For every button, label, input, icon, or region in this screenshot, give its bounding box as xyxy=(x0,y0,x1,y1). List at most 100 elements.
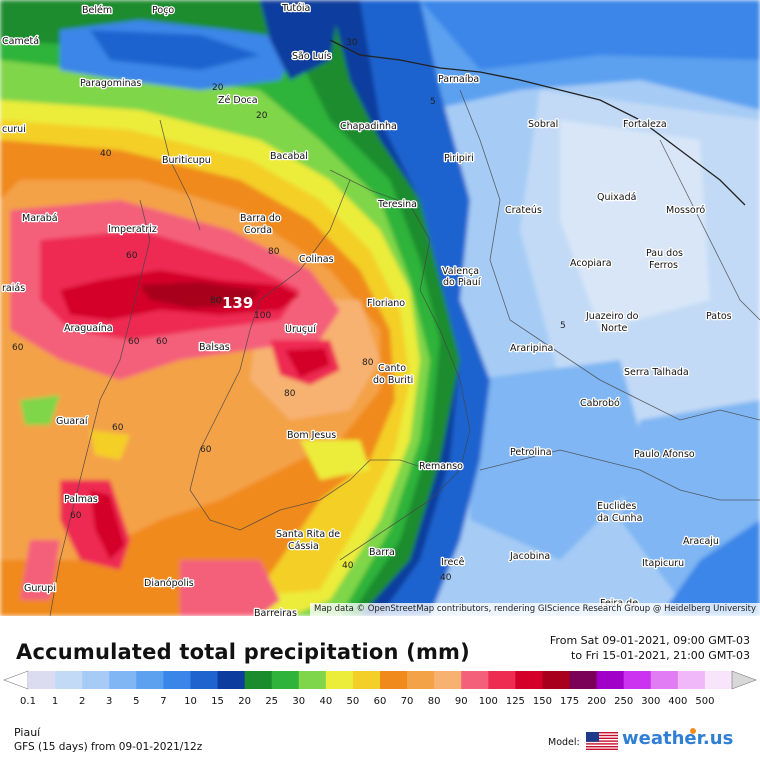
colorbar-swatch xyxy=(217,671,246,689)
city-label-serra-talhada: Serra Talhada xyxy=(624,367,689,378)
field-w-yellow xyxy=(90,430,130,460)
city-label-remanso: Remanso xyxy=(419,461,463,472)
city-label-c-ssia: Cássia xyxy=(288,541,319,552)
contour-label: 40 xyxy=(100,149,112,159)
date-from: From Sat 09-01-2021, 09:00 GMT-03 xyxy=(549,634,750,647)
region-name: Piauí xyxy=(14,726,41,739)
colorbar-swatch xyxy=(136,671,164,689)
colorbar-swatch xyxy=(352,671,381,689)
contour-label: 40 xyxy=(440,573,452,583)
colorbar-swatch xyxy=(434,671,462,689)
field-se-coast xyxy=(660,520,760,616)
colorbar-tick-label: 0.1 xyxy=(20,696,36,707)
city-label-jacobina: Jacobina xyxy=(509,551,550,562)
brand-logo[interactable]: weather.us xyxy=(622,728,734,749)
city-label-juazeiro-do: Juazeiro do xyxy=(585,311,639,322)
city-label-bom-jesus: Bom Jesus xyxy=(287,430,336,441)
colorbar-tick-label: 5 xyxy=(133,696,140,707)
city-label-mossor-: Mossoró xyxy=(666,205,705,216)
colorbar-tick-label: 25 xyxy=(265,696,279,707)
colorbar-tick-label: 150 xyxy=(532,696,552,707)
city-label-balsas: Balsas xyxy=(199,342,230,353)
city-label-s-o-lu-s: São Luís xyxy=(292,51,331,62)
colorbar-arrow-low xyxy=(3,670,29,690)
city-label-santa-rita-de: Santa Rita de xyxy=(276,529,340,540)
colorbar-swatch xyxy=(325,671,354,689)
state-border-ma-pa xyxy=(159,119,201,231)
city-label-buriticupu: Buriticupu xyxy=(162,155,211,166)
state-border-tocantins xyxy=(49,199,151,616)
colorbar-tick-label: 90 xyxy=(454,696,468,707)
contour-label: 60 xyxy=(12,343,24,353)
city-label-pau-dos: Pau dos xyxy=(646,248,683,259)
city-label-norte: Norte xyxy=(601,323,628,334)
field-palmas-darkred xyxy=(90,490,125,560)
city-label-gurupi: Gurupi xyxy=(24,583,56,594)
city-label-z-doca: Zé Doca xyxy=(218,95,258,106)
city-label-acopiara: Acopiara xyxy=(570,258,612,269)
coastline xyxy=(329,39,746,206)
legend-footer: Accumulated total precipitation (mm) Fro… xyxy=(0,616,760,760)
city-label-palmas: Palmas xyxy=(64,494,98,505)
city-label-araripina: Araripina xyxy=(510,343,553,354)
city-label-guara-: Guaraí xyxy=(56,416,88,427)
colorbar-swatch xyxy=(542,671,571,689)
colorbar-swatch xyxy=(596,671,625,689)
contour-label: 60 xyxy=(156,337,168,347)
city-label-fortaleza: Fortaleza xyxy=(623,119,667,130)
city-label-teresina: Teresina xyxy=(377,199,417,210)
contour-label: 60 xyxy=(112,423,124,433)
contour-label: 60 xyxy=(126,251,138,261)
colorbar-tick-label: 40 xyxy=(319,696,333,707)
precipitation-map[interactable]: 20 20 30 40 60 60 80 80 80 100 60 60 80 60 60 60 40 5 5 40 … xyxy=(0,0,760,616)
model-label: Model: xyxy=(548,737,580,748)
contour-label: 20 xyxy=(212,83,224,93)
colorbar-tick-label: 200 xyxy=(587,696,607,707)
colorbar-tick-label: 2 xyxy=(78,696,86,707)
city-label-sobral: Sobral xyxy=(528,119,558,130)
colorbar-swatch xyxy=(244,671,273,689)
city-label-cabrob-: Cabrobó xyxy=(580,398,620,409)
city-label-dian-polis: Dianópolis xyxy=(144,578,194,589)
color-scale-bar xyxy=(3,670,757,690)
field-s-pink xyxy=(180,560,280,616)
contour-label: 5 xyxy=(430,97,436,107)
city-label-quixad-: Quixadá xyxy=(597,192,636,203)
field-w-green xyxy=(20,395,60,425)
state-border-ceara xyxy=(459,89,601,381)
city-label-imperatriz: Imperatriz xyxy=(108,224,157,235)
colorbar-tick-label: 175 xyxy=(559,696,580,707)
field-s-yellow xyxy=(300,440,370,480)
colorbar-tick-label: 400 xyxy=(668,696,688,707)
state-border-piaui-east xyxy=(329,169,471,561)
colorbar-tick-label: 300 xyxy=(641,696,661,707)
city-label-bacabal: Bacabal xyxy=(270,151,308,162)
colorbar-tick-label: 125 xyxy=(505,696,525,707)
colorbar-swatch xyxy=(650,671,679,689)
state-border-ba xyxy=(479,449,760,501)
colorbar-swatch xyxy=(461,671,489,689)
field-max-darkred xyxy=(140,282,260,308)
city-label-crate-s: Crateús xyxy=(505,205,542,216)
colorbar-swatch xyxy=(623,671,652,689)
legend-title: Accumulated total precipitation (mm) xyxy=(16,640,470,664)
city-label-barra-do: Barra do xyxy=(240,213,281,224)
colorbar-tick-label: 60 xyxy=(373,696,387,707)
state-border-rn xyxy=(659,139,760,321)
city-label-floriano: Floriano xyxy=(367,298,405,309)
city-label-curui: curui xyxy=(2,124,26,135)
colorbar-tick-label: 70 xyxy=(400,696,414,707)
city-label-bel-m: Belém xyxy=(82,5,112,16)
colorbar-tick-label: 250 xyxy=(614,696,634,707)
date-to: to Fri 15-01-2021, 21:00 GMT-03 xyxy=(571,649,750,662)
contour-label: 80 xyxy=(284,389,296,399)
city-label-itapicuru: Itapicuru xyxy=(642,558,684,569)
colorbar-tick-label: 7 xyxy=(160,696,167,707)
contour-label: 80 xyxy=(268,247,280,257)
city-label-euclides: Euclides xyxy=(597,501,636,512)
city-label-petrolina: Petrolina xyxy=(510,447,552,458)
us-flag-icon xyxy=(586,732,618,750)
contour-label: 100 xyxy=(254,311,271,321)
colorbar-tick-label: 100 xyxy=(478,696,498,707)
